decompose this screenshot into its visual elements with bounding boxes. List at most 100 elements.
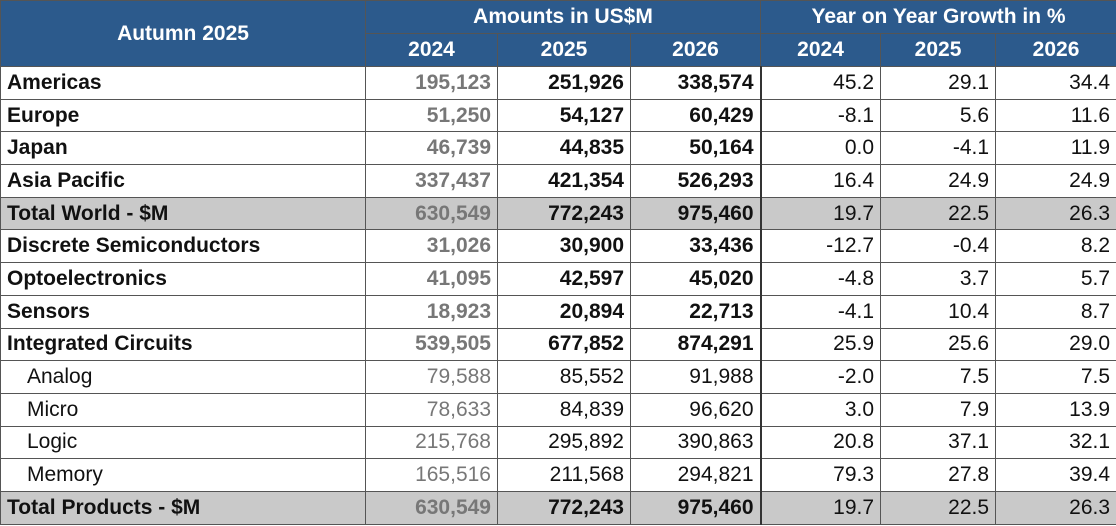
amount-cell: 630,549: [365, 490, 498, 525]
row-label: Discrete Semiconductors: [0, 229, 366, 264]
amount-cell: 195,123: [365, 66, 498, 100]
row-label: Logic: [0, 425, 366, 460]
growth-cell: 24.9: [880, 164, 997, 198]
table-row: Analog 79,588 85,552 91,988 -2.0 7.5 7.5: [0, 360, 1116, 394]
amount-cell: 874,291: [629, 327, 762, 362]
growth-cell: 7.9: [880, 392, 997, 427]
row-label: Integrated Circuits: [0, 327, 366, 362]
row-label: Japan: [0, 131, 366, 166]
amount-cell: 251,926: [497, 66, 631, 100]
amount-cell: 975,460: [629, 490, 762, 525]
growth-cell: 19.7: [759, 196, 882, 231]
amount-cell: 526,293: [629, 164, 762, 198]
row-label: Asia Pacific: [0, 164, 366, 198]
table-row: Asia Pacific 337,437 421,354 526,293 16.4 24.…: [0, 164, 1116, 198]
growth-cell: 27.8: [880, 458, 997, 492]
table-row: Micro 78,633 84,839 96,620 3.0 7.9 13.9: [0, 392, 1116, 427]
amount-cell: 33,436: [629, 229, 762, 264]
amount-cell: 337,437: [365, 164, 498, 198]
amount-cell: 84,839: [497, 392, 631, 427]
growth-cell: -8.1: [759, 98, 882, 133]
growth-cell: 32.1: [995, 425, 1116, 460]
growth-cell: 7.5: [995, 360, 1116, 394]
growth-cell: 0.0: [759, 131, 882, 166]
row-label: Micro: [0, 392, 366, 427]
amount-cell: 772,243: [497, 196, 631, 231]
amount-cell: 42,597: [497, 262, 631, 296]
growth-cell: -4.1: [880, 131, 997, 166]
amount-cell: 338,574: [629, 66, 762, 100]
growth-cell: 8.2: [995, 229, 1116, 264]
row-label: Total Products - $M: [0, 490, 366, 525]
amount-cell: 390,863: [629, 425, 762, 460]
header-row: 2024 2025 2026 2024 2025 2026: [1, 33, 1116, 67]
amount-cell: 165,516: [365, 458, 498, 492]
year-header: 2026: [995, 33, 1116, 67]
growth-cell: -2.0: [759, 360, 882, 394]
growth-cell: -12.7: [759, 229, 882, 264]
amount-cell: 54,127: [497, 98, 631, 133]
growth-cell: 45.2: [759, 66, 882, 100]
growth-cell: -4.8: [759, 262, 882, 296]
header-row: Autumn 2025 Amounts in US$M Year on Year…: [0, 0, 1116, 67]
row-label: Memory: [0, 458, 366, 492]
amount-cell: 295,892: [497, 425, 631, 460]
year-header: 2026: [629, 33, 762, 67]
growth-cell: -0.4: [880, 229, 997, 264]
amount-cell: 85,552: [497, 360, 631, 394]
table-row: Memory 165,516 211,568 294,821 79.3 27.8 39.4: [0, 458, 1116, 492]
amount-cell: 18,923: [365, 294, 498, 329]
table-row: Integrated Circuits 539,505 677,852 874,291…: [0, 327, 1116, 362]
growth-cell: 25.9: [759, 327, 882, 362]
growth-cell: 10.4: [880, 294, 997, 329]
amount-cell: 975,460: [629, 196, 762, 231]
growth-cell: 5.7: [995, 262, 1116, 296]
group-header: Amounts in US$M: [364, 0, 762, 34]
row-label: Americas: [0, 66, 366, 100]
growth-cell: 22.5: [880, 490, 997, 525]
growth-cell: 39.4: [995, 458, 1116, 492]
growth-cell: 79.3: [759, 458, 882, 492]
table-row: Discrete Semiconductors 31,026 30,900 33,43…: [0, 229, 1116, 264]
growth-cell: 3.7: [880, 262, 997, 296]
amount-cell: 22,713: [629, 294, 762, 329]
table-row: Logic 215,768 295,892 390,863 20.8 37.1 32.1: [0, 425, 1116, 460]
amount-cell: 78,633: [365, 392, 498, 427]
row-label: Analog: [0, 360, 366, 394]
amount-cell: 45,020: [629, 262, 762, 296]
table-body: Americas 195,123 251,926 338,574 45.2 29.1 34.…: [0, 66, 1116, 525]
table-title: Autumn 2025: [0, 0, 366, 67]
table-row: Americas 195,123 251,926 338,574 45.2 29.1 34.…: [0, 66, 1116, 100]
growth-cell: 16.4: [759, 164, 882, 198]
row-label: Total World - $M: [0, 196, 366, 231]
amount-cell: 91,988: [629, 360, 762, 394]
growth-cell: 19.7: [759, 490, 882, 525]
growth-cell: 37.1: [880, 425, 997, 460]
amount-cell: 96,620: [629, 392, 762, 427]
growth-cell: -4.1: [759, 294, 882, 329]
table-row: Europe 51,250 54,127 60,429 -8.1 5.6 11.6: [0, 98, 1116, 133]
growth-cell: 20.8: [759, 425, 882, 460]
amount-cell: 294,821: [629, 458, 762, 492]
amount-cell: 421,354: [497, 164, 631, 198]
amount-cell: 50,164: [629, 131, 762, 166]
amount-cell: 41,095: [365, 262, 498, 296]
row-label: Sensors: [0, 294, 366, 329]
growth-cell: 13.9: [995, 392, 1116, 427]
table-row: Optoelectronics 41,095 42,597 45,020 -4.8 3.7…: [0, 262, 1116, 296]
amount-cell: 630,549: [365, 196, 498, 231]
group-header: Year on Year Growth in %: [760, 0, 1116, 34]
growth-cell: 25.6: [880, 327, 997, 362]
row-label: Optoelectronics: [0, 262, 366, 296]
table-row: Japan 46,739 44,835 50,164 0.0 -4.1 11.9: [0, 131, 1116, 166]
growth-cell: 26.3: [995, 196, 1116, 231]
amount-cell: 20,894: [497, 294, 631, 329]
row-label: Europe: [0, 98, 366, 133]
year-header: 2024: [760, 33, 882, 67]
growth-cell: 5.6: [880, 98, 997, 133]
table-row: Sensors 18,923 20,894 22,713 -4.1 10.4 8.7: [0, 294, 1116, 329]
amount-cell: 539,505: [365, 327, 498, 362]
amount-cell: 215,768: [365, 425, 498, 460]
